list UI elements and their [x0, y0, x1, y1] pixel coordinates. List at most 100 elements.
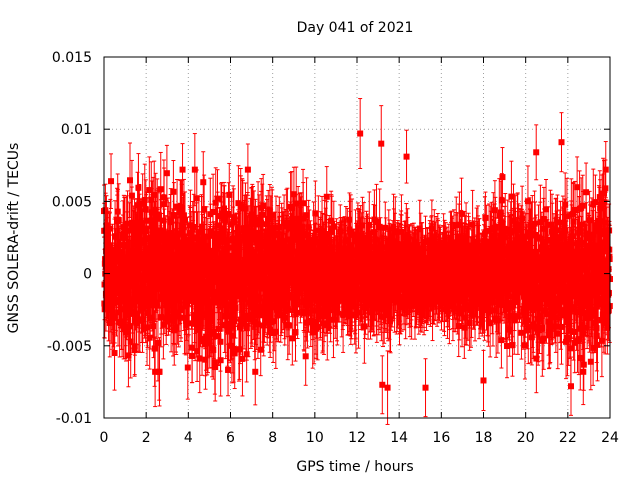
- data-point: [198, 313, 205, 320]
- data-point: [291, 248, 298, 255]
- data-point: [191, 245, 198, 252]
- data-point: [138, 228, 145, 235]
- data-point: [189, 344, 196, 351]
- data-point: [191, 316, 198, 323]
- data-point: [233, 284, 240, 291]
- data-point: [271, 318, 278, 325]
- data-point: [130, 310, 137, 317]
- data-point: [161, 201, 168, 208]
- data-point: [189, 265, 196, 272]
- data-point: [201, 206, 208, 213]
- data-point: [285, 260, 292, 267]
- data-point: [257, 276, 264, 283]
- data-point: [151, 345, 158, 352]
- data-point: [196, 355, 203, 362]
- data-point: [214, 222, 221, 229]
- data-point: [242, 237, 249, 244]
- data-point: [312, 247, 319, 254]
- data-point: [225, 211, 232, 218]
- data-point: [241, 279, 248, 286]
- data-point: [122, 329, 129, 336]
- data-point: [219, 252, 226, 259]
- data-point: [152, 368, 159, 375]
- data-point: [215, 325, 222, 332]
- data-point: [115, 309, 122, 316]
- data-point: [248, 211, 255, 218]
- data-point: [262, 300, 269, 307]
- data-point: [142, 301, 149, 308]
- data-point: [155, 214, 162, 221]
- data-point: [230, 219, 237, 226]
- data-point: [212, 364, 219, 371]
- data-point: [146, 334, 153, 341]
- data-point: [145, 272, 152, 279]
- data-point: [259, 238, 266, 245]
- data-point: [317, 299, 324, 306]
- data-point: [139, 200, 146, 207]
- data-point: [135, 286, 142, 293]
- data-point: [125, 352, 132, 359]
- data-point: [260, 202, 267, 209]
- data-point: [252, 282, 259, 289]
- data-point: [305, 224, 312, 231]
- data-point: [178, 263, 185, 270]
- data-point: [177, 269, 184, 276]
- data-point: [140, 250, 147, 257]
- data-point: [277, 311, 284, 318]
- data-point: [157, 229, 164, 236]
- data-point: [174, 309, 181, 316]
- data-point: [292, 329, 299, 336]
- data-point: [319, 229, 326, 236]
- data-point: [134, 202, 141, 209]
- data-point: [249, 220, 256, 227]
- data-point: [149, 302, 156, 309]
- data-point: [221, 210, 228, 217]
- data-point: [180, 212, 187, 219]
- data-point: [146, 187, 153, 194]
- data-point: [314, 324, 321, 331]
- data-point: [225, 328, 232, 335]
- data-point: [284, 219, 291, 226]
- data-point: [220, 205, 227, 212]
- data-point: [266, 207, 273, 214]
- data-point: [178, 307, 185, 314]
- data-point: [304, 319, 311, 326]
- data-point: [204, 243, 211, 250]
- data-point: [290, 191, 297, 198]
- data-point: [315, 227, 322, 234]
- data-point: [134, 254, 141, 261]
- data-point: [256, 270, 263, 277]
- data-point: [242, 205, 249, 212]
- data-point: [247, 231, 254, 238]
- data-point: [230, 281, 237, 288]
- data-point: [265, 215, 272, 222]
- data-point: [226, 237, 233, 244]
- data-point: [252, 236, 259, 243]
- data-point: [163, 170, 170, 177]
- data-point: [228, 323, 235, 330]
- data-point: [179, 166, 186, 173]
- data-point: [243, 325, 250, 332]
- data-point: [170, 212, 177, 219]
- data-point: [209, 312, 216, 319]
- data-point: [151, 191, 158, 198]
- data-point: [208, 271, 215, 278]
- data-point: [289, 216, 296, 223]
- data-point: [217, 357, 224, 364]
- data-point: [153, 299, 160, 306]
- data-point: [221, 313, 228, 320]
- data-point: [180, 285, 187, 292]
- data-point: [263, 262, 270, 269]
- data-point: [225, 366, 232, 373]
- data-point: [133, 248, 140, 255]
- data-point: [226, 191, 233, 198]
- data-point: [317, 307, 324, 314]
- data-point: [303, 212, 310, 219]
- data-point: [127, 177, 134, 184]
- data-point: [177, 208, 184, 215]
- data-point: [302, 302, 309, 309]
- data-point: [222, 217, 229, 224]
- data-point: [236, 346, 243, 353]
- data-point: [210, 209, 217, 216]
